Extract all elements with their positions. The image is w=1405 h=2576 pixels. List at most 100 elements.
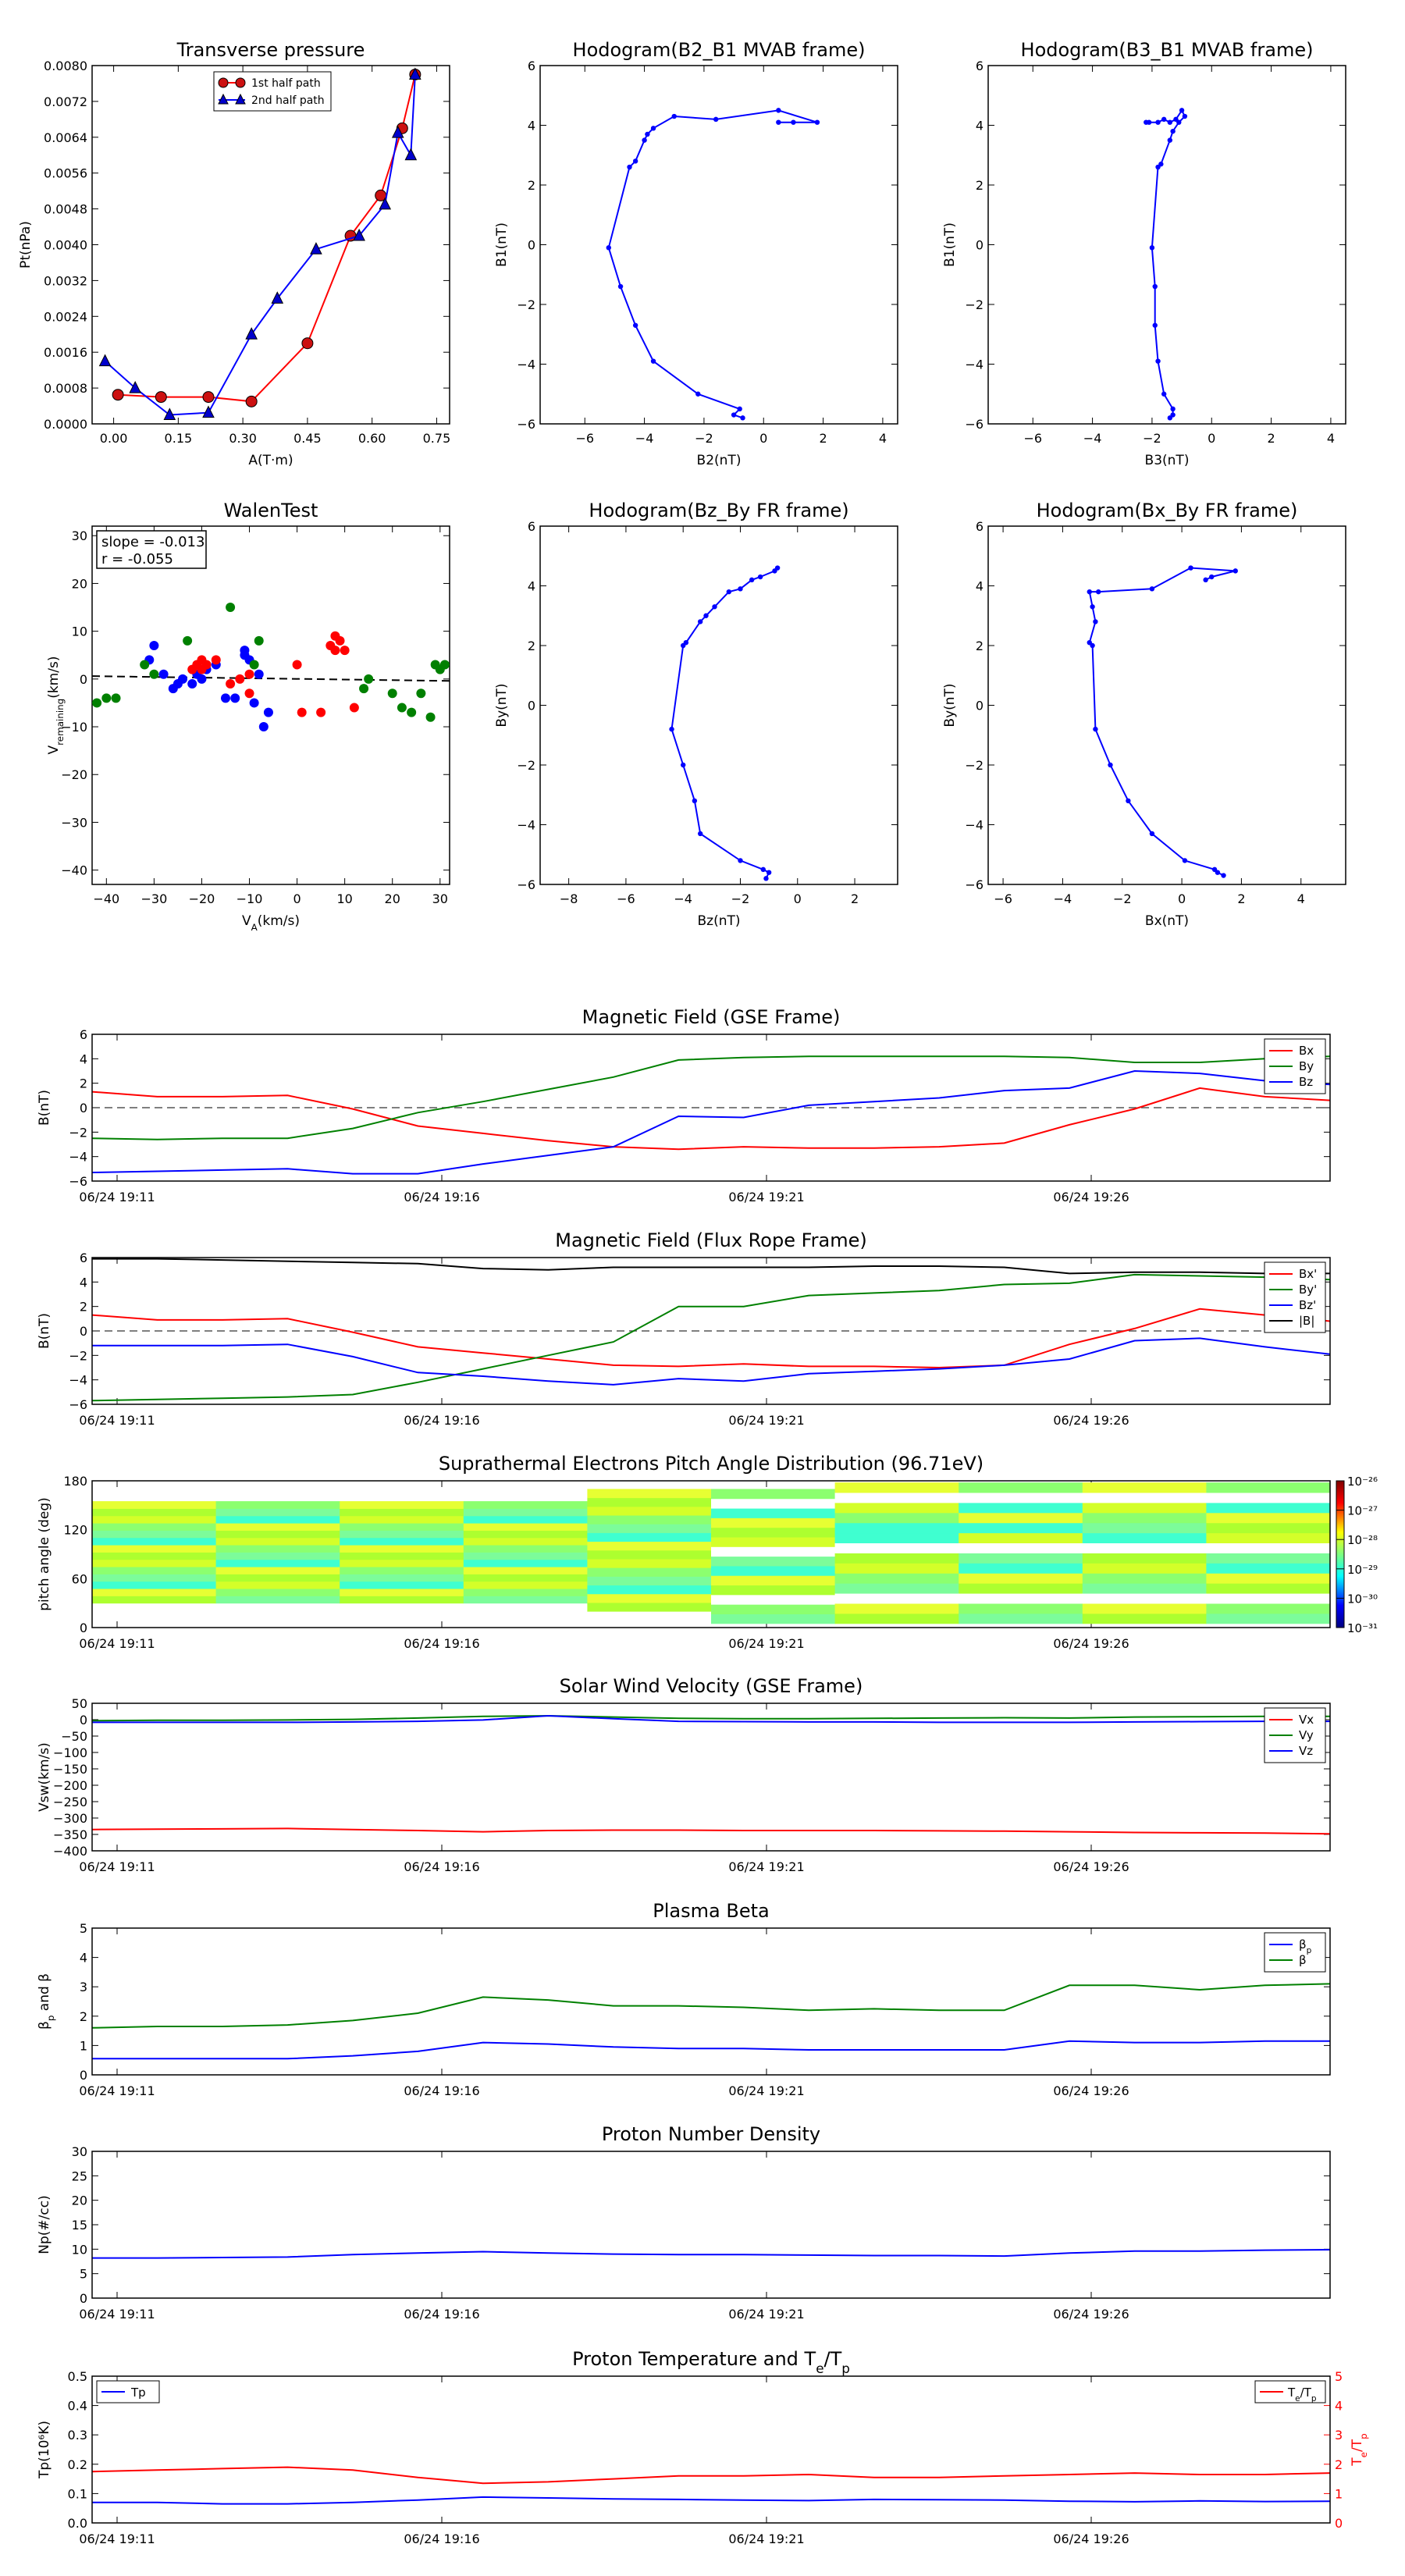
walen-ytick-label: −20 (61, 767, 87, 782)
pad-cell (1082, 1613, 1207, 1624)
np-title: Proton Number Density (602, 2123, 820, 2145)
walen-point (197, 674, 207, 684)
walen-xtick-label: −20 (189, 891, 215, 906)
mf_fr-legend-label-part: Bx' (1299, 1267, 1317, 1281)
h1-ytick-label: −4 (517, 358, 535, 372)
tp-title: Transverse pressure (176, 39, 365, 61)
walen-point (387, 688, 397, 699)
pad-cell (834, 1502, 959, 1514)
pad-cell (1206, 1613, 1331, 1624)
np-time-label: 06/24 19:11 (79, 2307, 155, 2322)
tp-ytick-label: 0.0056 (44, 166, 87, 181)
pad-cell (215, 1596, 340, 1604)
tp-marker-triangle (409, 67, 422, 80)
temp-right-ytick-label: 1 (1335, 2486, 1343, 2501)
temp-title: Proton Temperature and Te/Tp (572, 2348, 850, 2376)
walen-xlabel-part: V (242, 913, 251, 929)
h2-marker-dot (1170, 128, 1176, 134)
pad-cell (340, 1596, 464, 1604)
mf_gse-legend-label-part: Bz (1299, 1075, 1313, 1089)
tp-series-line (104, 74, 416, 416)
tp-ytick-label: 0.0016 (44, 345, 87, 360)
walen-point (425, 712, 436, 722)
pad-cell (1206, 1492, 1331, 1503)
np-ytick-label: 5 (80, 2267, 87, 2282)
vsw-ytick-label: 50 (72, 1696, 87, 1711)
pad-cell (711, 1546, 836, 1557)
h3-xtick-label: −8 (560, 891, 578, 906)
walen-ytick-label: 0 (80, 672, 87, 687)
h1-marker-dot (776, 108, 781, 113)
pad-title-part: Suprathermal Electrons Pitch Angle Distr… (439, 1453, 984, 1475)
temp-right-ytick-label: 2 (1335, 2457, 1343, 2472)
tp-marker-triangle (379, 197, 392, 210)
h1-xtick-label: −2 (695, 431, 713, 446)
pad-cell (215, 1552, 340, 1560)
pad-cell (711, 1585, 836, 1596)
pad-cell (1082, 1573, 1207, 1584)
h2-marker-dot (1152, 283, 1158, 290)
pad-cell (340, 1515, 464, 1524)
walen-point (359, 684, 369, 694)
vsw-legend-label-part: Vz (1299, 1744, 1313, 1758)
vsw-ytick-label: 0 (80, 1713, 87, 1727)
mf_fr-legend-label: |B| (1299, 1314, 1314, 1328)
pad-cell (1206, 1563, 1331, 1574)
vsw-ytick-label: −200 (53, 1778, 87, 1793)
mf_gse-legend-label: Bx (1299, 1044, 1314, 1058)
pad-cell (340, 1523, 464, 1531)
np-ytick-label: 25 (72, 2169, 87, 2183)
tp-marker-triangle (391, 125, 404, 138)
mf_gse-ytick-label: −4 (69, 1150, 87, 1165)
pad-cell (959, 1492, 1083, 1503)
mf_fr-title-part: Magnetic Field (Flux Rope Frame) (555, 1229, 866, 1251)
mf_gse-ylabel: B(nT) (37, 1090, 52, 1126)
pad-cell (587, 1515, 712, 1525)
pad-cell (340, 1545, 464, 1553)
h3-marker-dot (712, 604, 717, 610)
tp-xlabel: A(T·m) (248, 453, 293, 468)
h3-marker-dot (766, 870, 772, 875)
pad-cell (92, 1501, 217, 1509)
h2-marker-dot (1144, 119, 1149, 125)
h2-xlabel-part: B3(nT) (1145, 453, 1190, 468)
walen-point (249, 660, 259, 670)
walen-ytick-label: 10 (72, 624, 87, 639)
pad-cell (1206, 1603, 1331, 1614)
beta-time-label: 06/24 19:16 (404, 2083, 479, 2098)
np-time-label: 06/24 19:21 (728, 2307, 804, 2322)
temp-ylabel-right-sub: e (1358, 2452, 1369, 2457)
h3-series-line (670, 567, 778, 879)
pad-cell (1082, 1532, 1207, 1544)
h4-xtick-label: 2 (1237, 891, 1245, 906)
h2-xtick-label: 2 (1267, 431, 1275, 446)
h1-marker-dot (627, 164, 632, 170)
h2-marker-dot (1158, 162, 1164, 167)
tp-marker-triangle (353, 228, 365, 241)
tp-legend-marker (218, 77, 229, 88)
walen-point (230, 693, 240, 703)
h4-title: Hodogram(Bx_By FR frame) (1037, 500, 1298, 521)
h3-marker-dot (697, 619, 703, 624)
h3-ytick-label: 4 (528, 579, 535, 594)
pad-cell (959, 1522, 1083, 1534)
h2-marker-dot (1155, 358, 1161, 364)
pad-time-label: 06/24 19:16 (404, 1636, 479, 1651)
h4-marker-dot (1211, 866, 1218, 873)
pad-cell (959, 1593, 1083, 1604)
mf_gse-time-label: 06/24 19:21 (728, 1190, 804, 1204)
pad-cell (1206, 1542, 1331, 1553)
np-time-label: 06/24 19:26 (1053, 2307, 1129, 2322)
h1-marker-dot (606, 245, 611, 251)
pad-frame (91, 1480, 1331, 1628)
pad-cell (959, 1512, 1083, 1524)
mf_gse-ytick-label: 4 (80, 1051, 87, 1066)
pad-cell (1206, 1502, 1331, 1514)
walen-xlabel-sub: A (251, 922, 258, 933)
tp-ytick-label: 0.0008 (44, 381, 87, 396)
tp-marker-triangle (163, 407, 176, 421)
h3-frame (539, 525, 898, 885)
vsw-ytick-label: −350 (53, 1827, 87, 1842)
mf_fr-legend-label: By' (1299, 1283, 1317, 1297)
walen-annotation-box (96, 530, 207, 569)
